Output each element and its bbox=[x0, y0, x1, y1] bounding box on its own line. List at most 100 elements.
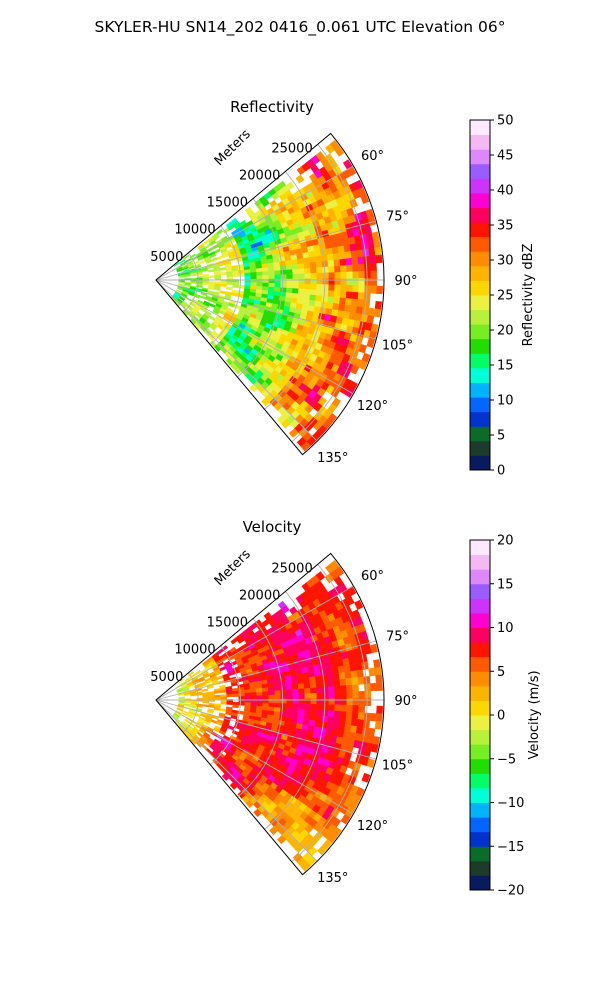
radar-cell bbox=[304, 267, 311, 274]
sector-frame bbox=[155, 132, 385, 456]
grid-spoke bbox=[155, 279, 377, 340]
radar-cell bbox=[310, 703, 318, 711]
radar-cell bbox=[321, 680, 329, 688]
radar-cell bbox=[310, 687, 317, 694]
grid-spoke bbox=[155, 699, 318, 862]
radar-cell bbox=[376, 285, 384, 295]
grid-spoke bbox=[155, 585, 354, 701]
radar-cell bbox=[292, 268, 299, 275]
radar-cell bbox=[300, 441, 311, 452]
radar-cell bbox=[375, 713, 383, 722]
radar-cell bbox=[214, 694, 222, 698]
radar-cell bbox=[322, 272, 330, 279]
radial-tick-label: 25000 bbox=[271, 561, 312, 576]
reflectivity-field bbox=[170, 140, 384, 452]
radar-cell bbox=[297, 683, 305, 690]
colorbar-tick-label: 20 bbox=[497, 534, 514, 549]
colorbar-band bbox=[470, 280, 490, 296]
colorbar-band bbox=[470, 251, 490, 267]
radar-cell bbox=[226, 281, 234, 285]
radar-cell bbox=[373, 308, 382, 318]
radar-cell bbox=[285, 259, 293, 266]
velocity-colorbar-ticks: −20 −15 −10 −5 0 5 10 15 20 bbox=[490, 534, 524, 899]
colorbar-band bbox=[470, 831, 490, 847]
colorbar-tick-label: 10 bbox=[497, 621, 514, 636]
radar-cell bbox=[178, 281, 185, 284]
reflectivity-colorbar: 0 5 10 15 20 25 30 35 40 45 50 Reflectivity dBZ bbox=[469, 114, 536, 479]
radar-cell bbox=[346, 698, 354, 706]
radar-cell bbox=[339, 678, 347, 687]
radar-cell bbox=[322, 692, 330, 699]
radar-cell bbox=[374, 300, 383, 310]
colorbar-band bbox=[470, 846, 490, 862]
radar-cell bbox=[303, 262, 311, 269]
colorbar-band bbox=[470, 598, 490, 614]
colorbar-band bbox=[470, 426, 490, 442]
velocity-radial-ticks: 5000 10000 15000 20000 25000 bbox=[150, 561, 312, 685]
radar-cell bbox=[351, 291, 359, 300]
colorbar-band bbox=[470, 222, 490, 238]
colorbar-band bbox=[470, 163, 490, 179]
radar-cell bbox=[308, 670, 316, 678]
radar-cell bbox=[238, 696, 246, 700]
radar-cell bbox=[339, 717, 347, 726]
radar-cell bbox=[370, 270, 378, 279]
radar-cell bbox=[291, 259, 299, 266]
radar-cell bbox=[214, 344, 221, 352]
radar-cell bbox=[226, 276, 234, 280]
radar-cell bbox=[210, 719, 218, 724]
radar-cell bbox=[199, 295, 207, 300]
radar-cell bbox=[332, 672, 340, 681]
colorbar-band bbox=[470, 773, 490, 789]
radar-cell bbox=[219, 708, 227, 712]
radar-cell bbox=[315, 295, 323, 302]
colorbar-band bbox=[470, 236, 490, 252]
radar-cell bbox=[268, 694, 276, 700]
radar-cell bbox=[358, 360, 368, 370]
radar-cell bbox=[220, 271, 227, 276]
colorbar-band bbox=[470, 758, 490, 774]
radar-cell bbox=[280, 689, 287, 696]
radar-cell bbox=[207, 710, 214, 714]
radar-cell bbox=[213, 248, 221, 254]
radar-cell bbox=[280, 703, 288, 709]
colorbar-tick-label: 35 bbox=[497, 219, 514, 234]
radar-cell bbox=[340, 284, 348, 292]
radar-cell bbox=[316, 704, 324, 711]
radar-cell bbox=[349, 725, 358, 734]
colorbar-band bbox=[470, 554, 490, 570]
radar-cell bbox=[213, 287, 221, 291]
radar-cell bbox=[269, 826, 279, 836]
radar-cell bbox=[351, 677, 359, 686]
grid-arc bbox=[291, 564, 368, 863]
radar-cell bbox=[322, 284, 330, 291]
radar-cell bbox=[344, 671, 352, 680]
colorbar-tick-label: 50 bbox=[497, 114, 514, 129]
radar-cell bbox=[291, 288, 299, 294]
radar-cell bbox=[370, 285, 378, 294]
radar-cell bbox=[295, 174, 305, 184]
radar-cell bbox=[327, 296, 335, 304]
velocity-colorbar: −20 −15 −10 −5 0 5 10 15 20 Velocity (m/s) bbox=[469, 534, 542, 899]
radar-cell bbox=[262, 691, 269, 696]
radar-cell bbox=[262, 282, 270, 288]
radar-cell bbox=[303, 677, 311, 684]
colorbar-band bbox=[470, 627, 490, 643]
radar-cell bbox=[203, 720, 211, 726]
radar-cell bbox=[346, 284, 354, 293]
radar-cell bbox=[374, 720, 383, 730]
radar-cell bbox=[280, 707, 287, 713]
radar-cell bbox=[303, 682, 311, 689]
radar-cell bbox=[352, 264, 359, 272]
radar-cell bbox=[262, 695, 270, 700]
radar-cell bbox=[214, 670, 222, 676]
colorbar-tick-label: 5 bbox=[497, 429, 505, 444]
colorbar-tick-label: −20 bbox=[497, 884, 524, 899]
radar-cell bbox=[214, 277, 222, 280]
radar-cell bbox=[210, 257, 218, 262]
radial-tick-label: 5000 bbox=[150, 250, 183, 265]
colorbar-band bbox=[470, 134, 490, 150]
radar-cell bbox=[303, 288, 311, 296]
colorbar-tick-label: 40 bbox=[497, 184, 514, 199]
radar-cell bbox=[331, 666, 340, 675]
